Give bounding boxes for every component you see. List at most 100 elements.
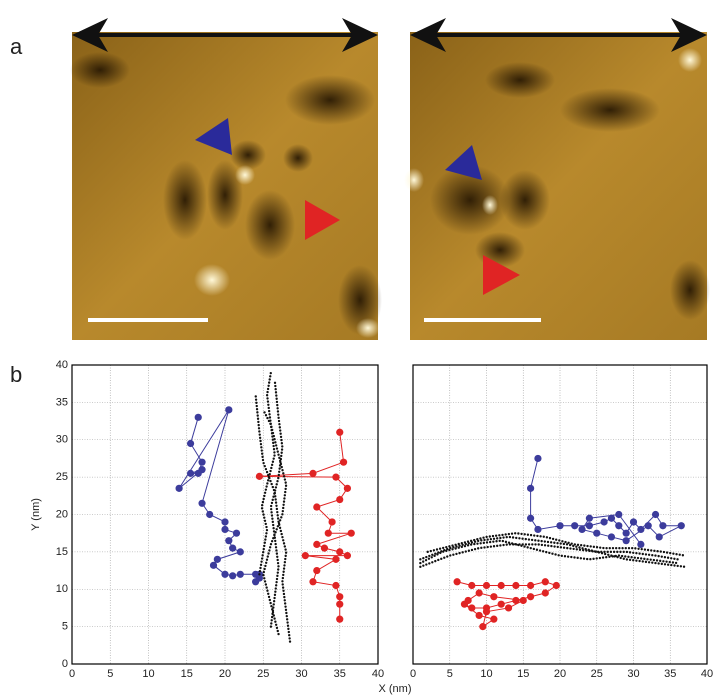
- data-point: [332, 555, 340, 563]
- scan-arrows: [72, 18, 707, 52]
- data-point: [527, 581, 535, 590]
- data-point: [255, 472, 264, 480]
- data-point: [677, 522, 685, 530]
- data-point: [615, 522, 623, 530]
- data-point: [225, 537, 233, 545]
- x-tick-label: 35: [664, 668, 676, 680]
- x-tick-label: 30: [295, 668, 307, 680]
- x-tick-label: 15: [181, 668, 193, 680]
- trajectory-line: [262, 408, 288, 636]
- data-point: [336, 495, 344, 504]
- data-point: [556, 522, 564, 530]
- data-point: [629, 518, 638, 526]
- data-point: [534, 454, 542, 463]
- panel-label: b: [10, 362, 22, 387]
- data-point: [504, 604, 513, 612]
- trajectory-line: [419, 539, 679, 565]
- y-tick-label: 20: [56, 508, 68, 520]
- data-point: [301, 552, 309, 560]
- y-tick-label: 30: [56, 434, 68, 446]
- data-point: [252, 578, 260, 586]
- data-point: [320, 544, 329, 552]
- data-point: [490, 593, 498, 601]
- data-point: [313, 540, 321, 549]
- data-point: [644, 522, 652, 530]
- data-point: [637, 540, 645, 549]
- data-point: [186, 439, 195, 448]
- data-point: [236, 548, 244, 556]
- x-tick-label: 0: [69, 668, 75, 680]
- data-point: [585, 514, 594, 522]
- data-point: [622, 529, 630, 537]
- data-point: [221, 518, 229, 526]
- x-tick-label: 10: [142, 668, 154, 680]
- y-axis-label: Y (nm): [30, 498, 42, 531]
- data-point: [600, 518, 608, 526]
- x-tick-label: 35: [334, 668, 346, 680]
- data-point: [336, 428, 344, 436]
- plot-frame: [71, 364, 379, 665]
- data-point: [527, 514, 535, 522]
- afm-image-right: [404, 32, 710, 340]
- trajectory-line: [269, 378, 284, 628]
- data-point: [512, 581, 520, 590]
- data-point: [482, 608, 491, 616]
- data-point: [324, 529, 332, 537]
- data-point: [571, 522, 579, 530]
- data-point: [468, 581, 476, 590]
- x-tick-label: 20: [554, 668, 566, 680]
- data-point: [527, 593, 535, 601]
- data-point: [475, 611, 483, 620]
- data-point: [332, 581, 340, 590]
- data-point: [552, 581, 560, 590]
- data-point: [313, 503, 321, 511]
- data-point: [347, 529, 355, 537]
- data-point: [309, 578, 317, 586]
- data-point: [229, 572, 237, 580]
- data-point: [497, 581, 505, 590]
- y-tick-label: 25: [56, 471, 68, 483]
- data-point: [198, 458, 206, 466]
- trajectory-line: [254, 393, 292, 643]
- data-point: [328, 518, 336, 526]
- data-point: [607, 533, 616, 541]
- x-tick-label: 40: [701, 668, 713, 680]
- data-point: [615, 510, 623, 519]
- data-point: [497, 600, 505, 608]
- y-tick-label: 15: [56, 546, 68, 558]
- data-point: [309, 469, 317, 477]
- data-point: [453, 578, 461, 586]
- data-point: [541, 578, 549, 586]
- data-point: [198, 466, 206, 474]
- y-tick-label: 40: [56, 359, 68, 371]
- data-point: [336, 593, 344, 601]
- data-point: [343, 552, 351, 560]
- x-tick-label: 25: [591, 668, 603, 680]
- data-point: [593, 529, 601, 537]
- data-point: [336, 615, 344, 623]
- data-point: [464, 596, 472, 605]
- data-point: [343, 484, 351, 492]
- data-point: [534, 525, 542, 534]
- y-tick-label: 10: [56, 583, 68, 595]
- trajectory-line: [426, 531, 687, 557]
- data-point: [622, 537, 630, 545]
- data-point: [194, 413, 202, 421]
- data-point: [313, 566, 321, 575]
- x-tick-label: 0: [410, 668, 416, 680]
- data-point: [225, 406, 233, 414]
- data-point: [236, 570, 244, 578]
- trajectory-line: [258, 371, 276, 576]
- data-point: [475, 589, 483, 597]
- data-point: [519, 596, 527, 605]
- x-tick-label: 5: [447, 668, 453, 680]
- data-point: [213, 555, 221, 563]
- data-point: [578, 525, 586, 534]
- data-point: [541, 589, 549, 597]
- data-point: [482, 581, 491, 590]
- x-tick-label: 5: [107, 668, 113, 680]
- data-point: [206, 510, 214, 519]
- x-tick-label: 40: [372, 668, 384, 680]
- x-axis-label: X (nm): [379, 683, 412, 695]
- y-tick-label: 35: [56, 396, 68, 408]
